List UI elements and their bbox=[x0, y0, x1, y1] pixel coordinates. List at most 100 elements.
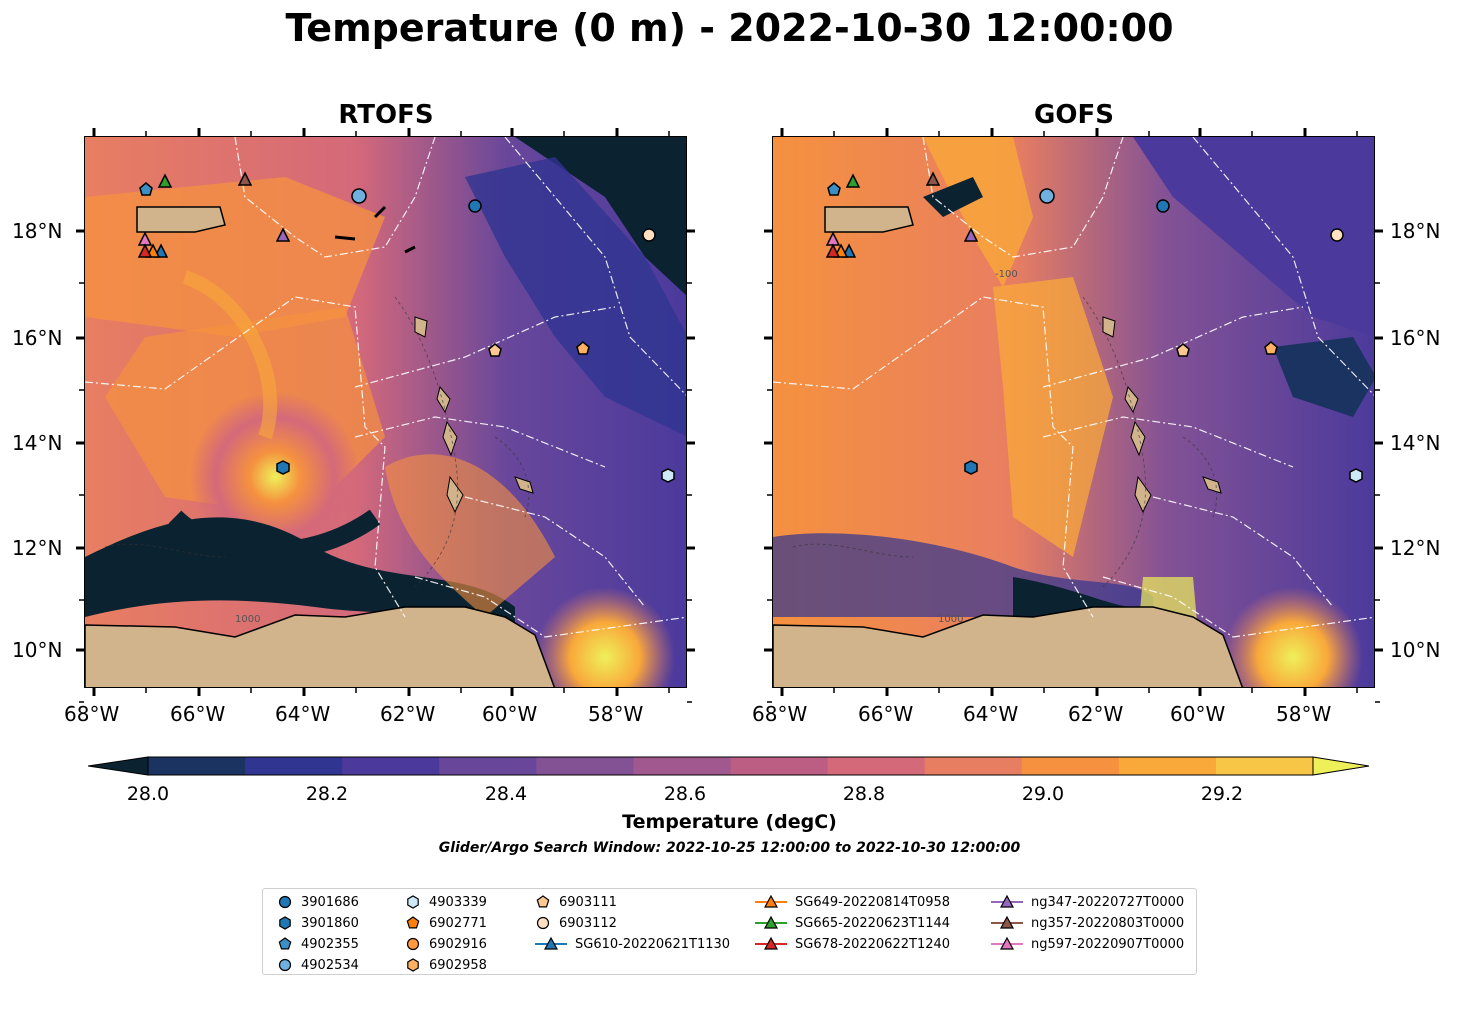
lat-tick-right: 18°N bbox=[1390, 219, 1441, 243]
marker-4902355[interactable] bbox=[827, 182, 841, 196]
marker-sg665[interactable] bbox=[157, 173, 173, 188]
colorbar bbox=[88, 756, 1370, 776]
legend-marker-icon bbox=[991, 936, 1023, 950]
marker-4902534[interactable] bbox=[351, 188, 367, 204]
legend-label: SG678-20220622T1240 bbox=[795, 936, 951, 952]
marker-6902958[interactable] bbox=[576, 341, 590, 355]
lon-tick-rtofs: 66°W bbox=[170, 702, 226, 726]
marker-ng347[interactable] bbox=[963, 227, 979, 242]
legend-marker-icon bbox=[407, 895, 419, 909]
colorbar-bin bbox=[536, 757, 634, 775]
legend-entry: SG665-20220623T1144 bbox=[755, 914, 950, 932]
colorbar-tick: 28.4 bbox=[484, 783, 528, 805]
legend: 3901686 3901860 4902355 4902534 4903339 69027… bbox=[262, 888, 1197, 975]
legend-marker-icon bbox=[991, 915, 1023, 929]
lon-tick-rtofs: 58°W bbox=[588, 702, 644, 726]
marker-sg665[interactable] bbox=[845, 173, 861, 188]
colorbar-bin bbox=[439, 757, 537, 775]
marker-6903111[interactable] bbox=[488, 343, 502, 357]
legend-entry: 4902534 bbox=[277, 956, 359, 974]
legend-marker-icon bbox=[279, 916, 291, 930]
legend-label: 6903112 bbox=[559, 915, 617, 931]
marker-sg678[interactable] bbox=[825, 243, 841, 258]
legend-marker-icon bbox=[755, 894, 787, 908]
legend-label: 3901686 bbox=[301, 894, 359, 910]
legend-label: 4902534 bbox=[301, 957, 359, 973]
search-window-caption: Glider/Argo Search Window: 2022-10-25 12… bbox=[438, 840, 1021, 856]
marker-4903339[interactable] bbox=[1349, 468, 1363, 483]
marker-3901860[interactable] bbox=[964, 460, 978, 475]
legend-label: SG649-20220814T0958 bbox=[795, 894, 951, 910]
legend-entry: ng597-20220907T0000 bbox=[991, 935, 1184, 953]
colorbar-border bbox=[147, 756, 1314, 776]
contour-label: 1000 bbox=[235, 614, 260, 625]
marker-4903339[interactable] bbox=[661, 468, 675, 483]
colorbar-tick: 28.0 bbox=[126, 783, 170, 805]
colorbar-tick: 28.2 bbox=[305, 783, 349, 805]
legend-entry: 6902771 bbox=[405, 914, 487, 932]
marker-ng357[interactable] bbox=[925, 171, 941, 186]
panel-title-rtofs: RTOFS bbox=[338, 100, 434, 130]
marker-6902958[interactable] bbox=[1264, 341, 1278, 355]
colorbar-bin bbox=[342, 757, 440, 775]
legend-entry: SG649-20220814T0958 bbox=[755, 893, 950, 911]
colorbar-extend-high bbox=[1312, 756, 1370, 776]
lat-tick-left: 18°N bbox=[12, 219, 63, 243]
marker-ng357[interactable] bbox=[237, 171, 253, 186]
colorbar-bin bbox=[827, 757, 926, 775]
legend-entry: 6903111 bbox=[535, 893, 617, 911]
lat-tick-right: 14°N bbox=[1390, 431, 1441, 455]
legend-entry: 6902916 bbox=[405, 935, 487, 953]
legend-marker-icon bbox=[535, 936, 567, 950]
legend-entry: 4903339 bbox=[405, 893, 487, 911]
colorbar-bin bbox=[633, 757, 731, 775]
legend-marker-icon bbox=[407, 958, 419, 972]
colorbar-tick: 28.8 bbox=[842, 783, 886, 805]
legend-label: ng597-20220907T0000 bbox=[1031, 936, 1185, 952]
marker-3901686[interactable] bbox=[468, 199, 482, 213]
legend-label: 6902916 bbox=[429, 936, 487, 952]
lon-tick-rtofs: 60°W bbox=[482, 702, 538, 726]
legend-marker-icon bbox=[755, 936, 787, 950]
lat-tick-right: 10°N bbox=[1390, 638, 1441, 662]
lat-tick-right: 12°N bbox=[1390, 536, 1441, 560]
colorbar-tick: 29.0 bbox=[1021, 783, 1065, 805]
figure-title: Temperature (0 m) - 2022-10-30 12:00:00 bbox=[285, 6, 1174, 50]
colorbar-bin bbox=[245, 757, 343, 775]
map-gofs[interactable]: -100 1000 bbox=[772, 136, 1375, 688]
legend-label: 6903111 bbox=[559, 894, 617, 910]
legend-entry: 3901860 bbox=[277, 914, 359, 932]
marker-3901860[interactable] bbox=[276, 460, 290, 475]
map-rtofs[interactable]: 1000 bbox=[84, 136, 687, 688]
panel-title-gofs: GOFS bbox=[1034, 100, 1114, 130]
marker-ng347[interactable] bbox=[275, 227, 291, 242]
marker-4902355[interactable] bbox=[139, 182, 153, 196]
legend-marker-icon bbox=[536, 916, 550, 930]
colorbar-label: Temperature (degC) bbox=[622, 811, 837, 833]
marker-6903111[interactable] bbox=[1176, 343, 1190, 357]
legend-entry: SG678-20220622T1240 bbox=[755, 935, 950, 953]
legend-entry: ng357-20220803T0000 bbox=[991, 914, 1184, 932]
map-rtofs-canvas: 1000 bbox=[85, 137, 686, 687]
marker-6903112[interactable] bbox=[1330, 228, 1344, 242]
legend-marker-icon bbox=[278, 937, 292, 950]
colorbar-bin bbox=[1215, 757, 1314, 775]
lon-tick-gofs: 64°W bbox=[963, 702, 1019, 726]
marker-4902534[interactable] bbox=[1039, 188, 1055, 204]
marker-6903112[interactable] bbox=[642, 228, 656, 242]
legend-marker-icon bbox=[278, 895, 292, 909]
legend-label: SG665-20220623T1144 bbox=[795, 915, 951, 931]
colorbar-bin bbox=[1118, 757, 1217, 775]
legend-label: SG610-20220621T1130 bbox=[575, 936, 731, 952]
colorbar-extend-low bbox=[88, 756, 149, 776]
legend-label: ng357-20220803T0000 bbox=[1031, 915, 1185, 931]
lon-tick-gofs: 68°W bbox=[752, 702, 808, 726]
legend-label: 6902771 bbox=[429, 915, 487, 931]
legend-label: 3901860 bbox=[301, 915, 359, 931]
legend-marker-icon bbox=[278, 958, 292, 972]
marker-sg678[interactable] bbox=[137, 243, 153, 258]
lon-tick-rtofs: 64°W bbox=[275, 702, 331, 726]
colorbar-bin bbox=[730, 757, 829, 775]
marker-3901686[interactable] bbox=[1156, 199, 1170, 213]
colorbar-bin bbox=[1021, 757, 1120, 775]
